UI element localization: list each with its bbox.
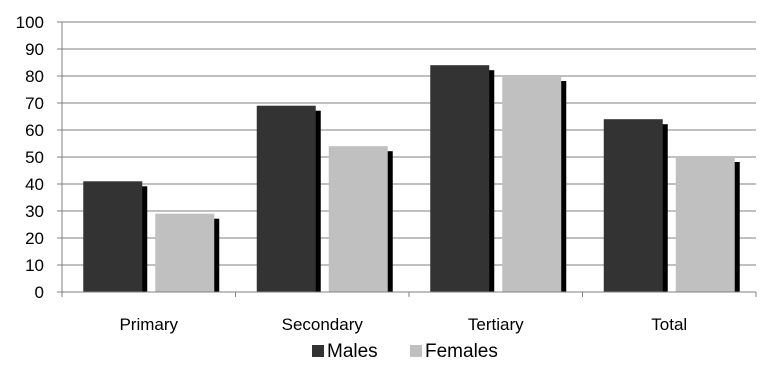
bars — [83, 65, 740, 292]
bar-males-secondary — [256, 105, 316, 292]
legend-label-females: Females — [425, 341, 498, 362]
legend-label-males: Males — [327, 341, 378, 362]
axes — [57, 21, 757, 297]
x-tick-label: Tertiary — [468, 315, 524, 334]
bar-females-tertiary — [502, 76, 562, 292]
y-tick-label: 40 — [25, 175, 44, 194]
bar-males-tertiary — [430, 65, 490, 292]
x-tick-labels: Primary Secondary Tertiary Total — [119, 315, 687, 334]
bar-females-total — [675, 157, 735, 292]
y-tick-label: 50 — [25, 148, 44, 167]
y-tick-label: 20 — [25, 229, 44, 248]
y-tick-label: 30 — [25, 202, 44, 221]
legend-swatch-males — [312, 345, 324, 357]
bar-females-primary — [155, 213, 215, 292]
x-tick-label: Primary — [119, 315, 178, 334]
y-tick-label: 100 — [16, 13, 44, 32]
y-tick-label: 70 — [25, 94, 44, 113]
y-tick-label: 10 — [25, 256, 44, 275]
bar-females-secondary — [328, 146, 388, 292]
bar-males-total — [603, 119, 663, 292]
y-tick-label: 60 — [25, 121, 44, 140]
legend: Males Females — [312, 341, 498, 362]
y-tick-labels: 0 10 20 30 40 50 60 70 80 90 100 — [16, 13, 44, 302]
y-tick-label: 80 — [25, 67, 44, 86]
legend-swatch-females — [410, 345, 422, 357]
x-tick-label: Secondary — [282, 315, 364, 334]
bar-males-primary — [83, 181, 143, 292]
y-tick-label: 90 — [25, 40, 44, 59]
x-tick-label: Total — [651, 315, 687, 334]
y-tick-label: 0 — [35, 283, 44, 302]
